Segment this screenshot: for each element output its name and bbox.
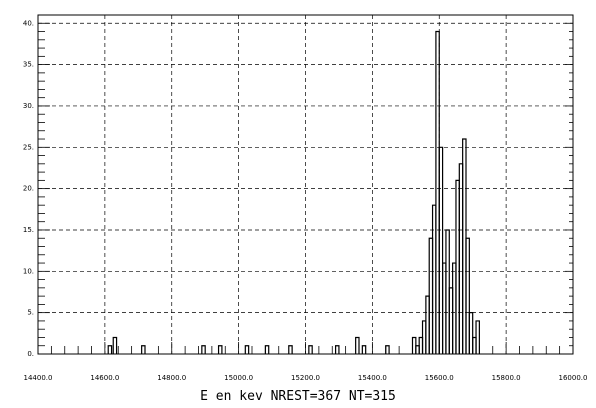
x-tick-label: 15800.0 (492, 374, 521, 382)
x-tick-label: 15400.0 (358, 374, 387, 382)
histogram-bin (475, 320, 480, 354)
histogram-bin (244, 345, 250, 354)
y-tick-label: 30. (23, 102, 34, 110)
x-tick-label: 16000.0 (559, 374, 588, 382)
histogram-bin (308, 345, 313, 354)
histogram-bin (355, 336, 360, 354)
x-tick-label: 14800.0 (157, 374, 186, 382)
grid (38, 15, 573, 354)
histogram-bin (385, 345, 390, 354)
x-axis: 14400.0 14600.0 14800.0 15000.0 15200.0 15400… (24, 342, 588, 382)
histogram-bin (465, 237, 470, 354)
histogram-bin (438, 146, 444, 354)
y-tick-label: 5. (27, 309, 34, 317)
y-tick-label: 25. (23, 143, 34, 151)
histogram-series (107, 30, 480, 354)
histogram-bin (141, 345, 146, 354)
x-tick-label: 15600.0 (425, 374, 454, 382)
y-axis: 0. 5. 10. 15. 20. 25. 30. 35. 40. (23, 19, 573, 358)
histogram-bin (264, 345, 270, 354)
y-tick-label: 10. (23, 267, 34, 275)
histogram-bin (107, 345, 113, 354)
histogram-bin (334, 345, 340, 354)
histogram-bin (288, 345, 293, 354)
x-tick-label: 15200.0 (291, 374, 320, 382)
y-tick-label: 40. (23, 19, 34, 27)
y-tick-label: 35. (23, 61, 34, 69)
histogram-bin (112, 336, 118, 354)
x-tick-label: 14400.0 (24, 374, 53, 382)
x-tick-label: 15000.0 (224, 374, 253, 382)
x-tick-label: 14600.0 (90, 374, 119, 382)
y-tick-label: 20. (23, 185, 34, 193)
histogram-bin (468, 312, 474, 354)
y-tick-label: 0. (27, 350, 34, 358)
histogram-bin (361, 345, 367, 354)
histogram-bin (217, 345, 223, 354)
x-axis-label: E en kev NREST=367 NT=315 (200, 389, 396, 404)
y-tick-label: 15. (23, 226, 34, 234)
histogram-bin (201, 345, 206, 354)
